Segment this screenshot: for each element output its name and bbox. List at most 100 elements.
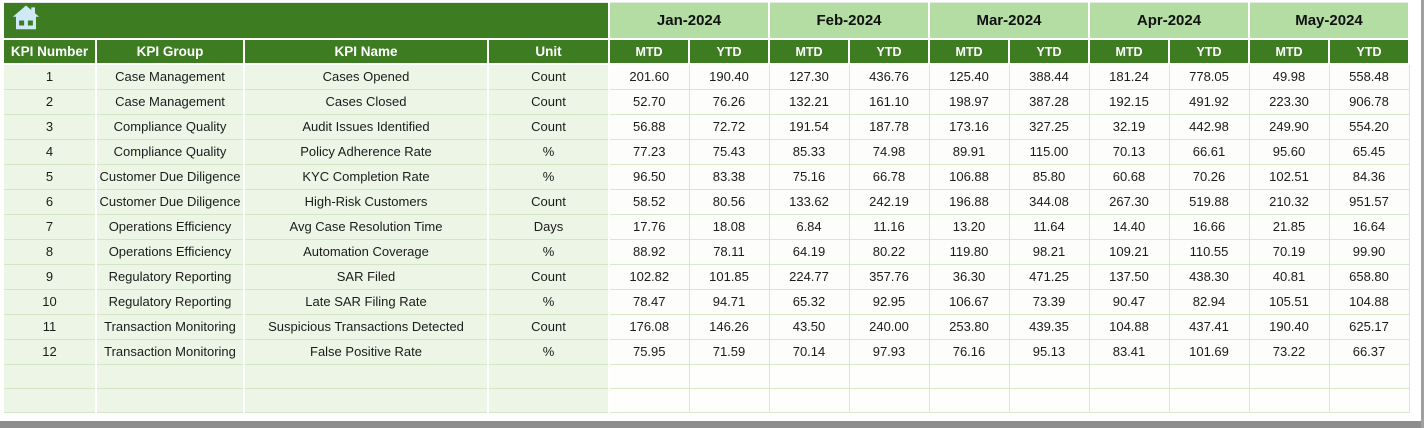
cell-kpi-number[interactable]: 9 bbox=[2, 263, 97, 290]
cell-value[interactable]: 102.51 bbox=[1248, 163, 1330, 190]
cell-value[interactable]: 181.24 bbox=[1088, 63, 1170, 90]
cell-value[interactable]: 18.08 bbox=[688, 213, 770, 240]
cell-unit[interactable]: Count bbox=[487, 113, 610, 140]
cell-value[interactable]: 70.26 bbox=[1168, 163, 1250, 190]
cell-value[interactable]: 76.26 bbox=[688, 88, 770, 115]
cell-value[interactable]: 109.21 bbox=[1088, 238, 1170, 265]
cell-value[interactable]: 36.30 bbox=[928, 263, 1010, 290]
cell-value[interactable]: 82.94 bbox=[1168, 288, 1250, 315]
cell-value[interactable]: 106.88 bbox=[928, 163, 1010, 190]
cell-value[interactable]: 73.22 bbox=[1248, 338, 1330, 365]
cell-value[interactable]: 951.57 bbox=[1328, 188, 1410, 215]
cell-unit[interactable]: % bbox=[487, 288, 610, 315]
cell-value[interactable]: 13.20 bbox=[928, 213, 1010, 240]
cell-value[interactable]: 127.30 bbox=[768, 63, 850, 90]
cell-value[interactable]: 83.38 bbox=[688, 163, 770, 190]
cell-unit[interactable]: % bbox=[487, 238, 610, 265]
cell-kpi-number[interactable]: 10 bbox=[2, 288, 97, 315]
cell-kpi-group[interactable]: Transaction Monitoring bbox=[95, 313, 245, 340]
cell-value[interactable]: 119.80 bbox=[928, 238, 1010, 265]
cell-value[interactable]: 558.48 bbox=[1328, 63, 1410, 90]
cell-kpi-group[interactable]: Customer Due Diligence bbox=[95, 163, 245, 190]
cell-value[interactable]: 242.19 bbox=[848, 188, 930, 215]
cell-value[interactable]: 99.90 bbox=[1328, 238, 1410, 265]
cell-kpi-number[interactable]: 11 bbox=[2, 313, 97, 340]
cell-kpi-name[interactable]: High-Risk Customers bbox=[243, 188, 489, 215]
empty-cell[interactable] bbox=[688, 387, 770, 413]
cell-kpi-group[interactable]: Regulatory Reporting bbox=[95, 263, 245, 290]
empty-cell[interactable] bbox=[848, 387, 930, 413]
cell-value[interactable]: 437.41 bbox=[1168, 313, 1250, 340]
cell-kpi-number[interactable]: 6 bbox=[2, 188, 97, 215]
cell-value[interactable]: 658.80 bbox=[1328, 263, 1410, 290]
cell-value[interactable]: 56.88 bbox=[608, 113, 690, 140]
cell-value[interactable]: 6.84 bbox=[768, 213, 850, 240]
cell-value[interactable]: 98.21 bbox=[1008, 238, 1090, 265]
empty-cell[interactable] bbox=[2, 363, 97, 389]
cell-value[interactable]: 58.52 bbox=[608, 188, 690, 215]
cell-value[interactable]: 88.92 bbox=[608, 238, 690, 265]
cell-kpi-name[interactable]: Avg Case Resolution Time bbox=[243, 213, 489, 240]
cell-kpi-number[interactable]: 8 bbox=[2, 238, 97, 265]
cell-value[interactable]: 253.80 bbox=[928, 313, 1010, 340]
empty-cell[interactable] bbox=[928, 387, 1010, 413]
empty-cell[interactable] bbox=[1248, 387, 1330, 413]
cell-value[interactable]: 84.36 bbox=[1328, 163, 1410, 190]
empty-cell[interactable] bbox=[1168, 387, 1250, 413]
cell-value[interactable]: 83.41 bbox=[1088, 338, 1170, 365]
cell-value[interactable]: 11.16 bbox=[848, 213, 930, 240]
cell-value[interactable]: 65.32 bbox=[768, 288, 850, 315]
cell-value[interactable]: 132.21 bbox=[768, 88, 850, 115]
empty-cell[interactable] bbox=[688, 363, 770, 389]
empty-cell[interactable] bbox=[1328, 363, 1410, 389]
cell-value[interactable]: 92.95 bbox=[848, 288, 930, 315]
cell-kpi-group[interactable]: Case Management bbox=[95, 88, 245, 115]
empty-cell[interactable] bbox=[768, 363, 850, 389]
cell-value[interactable]: 85.80 bbox=[1008, 163, 1090, 190]
cell-value[interactable]: 554.20 bbox=[1328, 113, 1410, 140]
empty-cell[interactable] bbox=[95, 387, 245, 413]
empty-cell[interactable] bbox=[1008, 387, 1090, 413]
cell-kpi-name[interactable]: Cases Opened bbox=[243, 63, 489, 90]
cell-kpi-name[interactable]: Suspicious Transactions Detected bbox=[243, 313, 489, 340]
cell-value[interactable]: 357.76 bbox=[848, 263, 930, 290]
cell-kpi-group[interactable]: Compliance Quality bbox=[95, 138, 245, 165]
empty-cell[interactable] bbox=[768, 387, 850, 413]
cell-value[interactable]: 436.76 bbox=[848, 63, 930, 90]
cell-value[interactable]: 72.72 bbox=[688, 113, 770, 140]
cell-kpi-name[interactable]: Cases Closed bbox=[243, 88, 489, 115]
cell-value[interactable]: 102.82 bbox=[608, 263, 690, 290]
cell-kpi-group[interactable]: Operations Efficiency bbox=[95, 238, 245, 265]
cell-value[interactable]: 17.76 bbox=[608, 213, 690, 240]
cell-kpi-group[interactable]: Regulatory Reporting bbox=[95, 288, 245, 315]
cell-kpi-number[interactable]: 12 bbox=[2, 338, 97, 365]
cell-value[interactable]: 66.78 bbox=[848, 163, 930, 190]
cell-kpi-number[interactable]: 4 bbox=[2, 138, 97, 165]
cell-value[interactable]: 190.40 bbox=[1248, 313, 1330, 340]
cell-kpi-group[interactable]: Operations Efficiency bbox=[95, 213, 245, 240]
cell-value[interactable]: 187.78 bbox=[848, 113, 930, 140]
cell-value[interactable]: 176.08 bbox=[608, 313, 690, 340]
cell-value[interactable]: 210.32 bbox=[1248, 188, 1330, 215]
cell-value[interactable]: 95.13 bbox=[1008, 338, 1090, 365]
empty-cell[interactable] bbox=[1248, 363, 1330, 389]
cell-value[interactable]: 115.00 bbox=[1008, 138, 1090, 165]
cell-value[interactable]: 52.70 bbox=[608, 88, 690, 115]
cell-value[interactable]: 491.92 bbox=[1168, 88, 1250, 115]
empty-cell[interactable] bbox=[608, 363, 690, 389]
cell-value[interactable]: 96.50 bbox=[608, 163, 690, 190]
cell-kpi-group[interactable]: Compliance Quality bbox=[95, 113, 245, 140]
cell-value[interactable]: 442.98 bbox=[1168, 113, 1250, 140]
cell-value[interactable]: 76.16 bbox=[928, 338, 1010, 365]
cell-unit[interactable]: Count bbox=[487, 88, 610, 115]
cell-value[interactable]: 106.67 bbox=[928, 288, 1010, 315]
cell-value[interactable]: 49.98 bbox=[1248, 63, 1330, 90]
cell-value[interactable]: 75.16 bbox=[768, 163, 850, 190]
cell-value[interactable]: 16.64 bbox=[1328, 213, 1410, 240]
cell-value[interactable]: 327.25 bbox=[1008, 113, 1090, 140]
empty-cell[interactable] bbox=[1168, 363, 1250, 389]
cell-value[interactable]: 240.00 bbox=[848, 313, 930, 340]
cell-unit[interactable]: Count bbox=[487, 63, 610, 90]
cell-value[interactable]: 66.61 bbox=[1168, 138, 1250, 165]
cell-value[interactable]: 77.23 bbox=[608, 138, 690, 165]
